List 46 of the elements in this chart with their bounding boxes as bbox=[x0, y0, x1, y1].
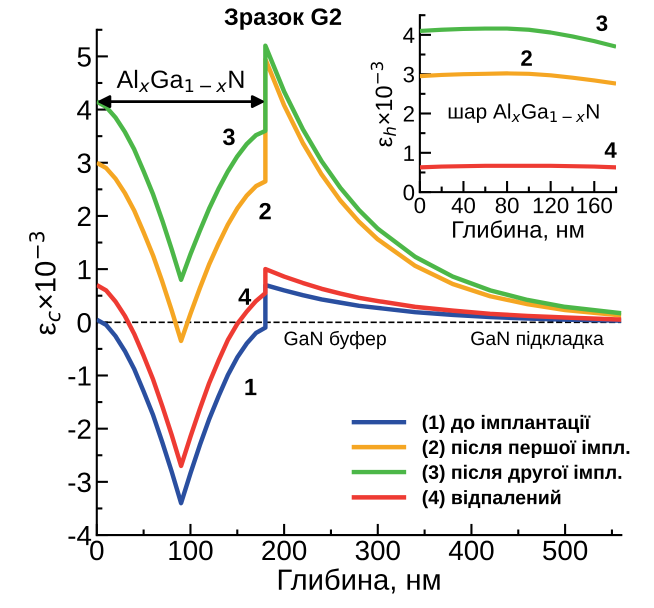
y-tick-label: 3 bbox=[78, 153, 91, 174]
y-axis-title: ε$_{c}$×10$^{−3}$ bbox=[29, 232, 60, 334]
x-tick-label: 120 bbox=[534, 198, 568, 214]
x-axis-title: Глибина, нм bbox=[453, 220, 584, 241]
annotation: 4 bbox=[604, 142, 617, 158]
annotation: 1 bbox=[245, 378, 256, 396]
x-tick-label: 160 bbox=[577, 198, 612, 214]
y-tick-label: -3 bbox=[68, 472, 91, 492]
annotation: GaN буфер bbox=[284, 330, 386, 350]
annotation: 3 bbox=[596, 15, 608, 32]
x-tick-label: 200 bbox=[262, 540, 306, 560]
annotation: 3 bbox=[222, 128, 235, 146]
y-tick-label: 4 bbox=[77, 100, 92, 120]
y-axis-title: ε$_{h}$×10$^{−3}$ bbox=[370, 62, 396, 147]
y-tick-label: -1 bbox=[68, 366, 91, 386]
y-tick-label: 5 bbox=[78, 47, 91, 67]
x-tick-label: 40 bbox=[452, 198, 475, 214]
legend-label: (3) після другої імпл. bbox=[422, 464, 622, 483]
annotation: 2 bbox=[259, 202, 271, 220]
y-tick-label: 1 bbox=[404, 146, 414, 161]
y-tick-label: 2 bbox=[78, 206, 91, 226]
x-tick-label: 0 bbox=[414, 198, 426, 214]
y-tick-label: -4 bbox=[68, 526, 92, 546]
annotation: 2 bbox=[521, 50, 532, 66]
chart-title: Зразок G2 bbox=[224, 8, 342, 30]
y-tick-label: 0 bbox=[404, 184, 414, 200]
x-tick-label: 300 bbox=[356, 540, 400, 560]
annotation: шар Al$_{x}$Ga$_{1−x}$N bbox=[448, 103, 599, 123]
x-tick-label: 100 bbox=[169, 540, 213, 560]
annotation: Al$_{x}$Ga$_{1−x}$N bbox=[116, 70, 244, 92]
x-tick-label: 80 bbox=[496, 198, 519, 214]
x-tick-label: 400 bbox=[448, 540, 494, 560]
y-tick-label: 0 bbox=[78, 312, 91, 333]
legend-label: (4) відпалений bbox=[422, 490, 560, 508]
annotation: GaN підкладка bbox=[471, 330, 604, 349]
line-series bbox=[420, 71, 616, 86]
y-tick-label: 4 bbox=[403, 28, 414, 43]
annotation: 4 bbox=[238, 288, 252, 305]
y-tick-label: -2 bbox=[68, 419, 91, 439]
legend-label: (2) після першої імпл. bbox=[422, 440, 630, 458]
y-tick-label: 2 bbox=[404, 106, 414, 122]
legend-label: (1) до імплантації bbox=[422, 414, 590, 434]
x-axis-title: Глибина, нм bbox=[278, 568, 440, 594]
x-tick-label: 500 bbox=[543, 540, 588, 560]
y-tick-label: 1 bbox=[78, 260, 91, 280]
y-tick-label: 3 bbox=[403, 66, 414, 82]
